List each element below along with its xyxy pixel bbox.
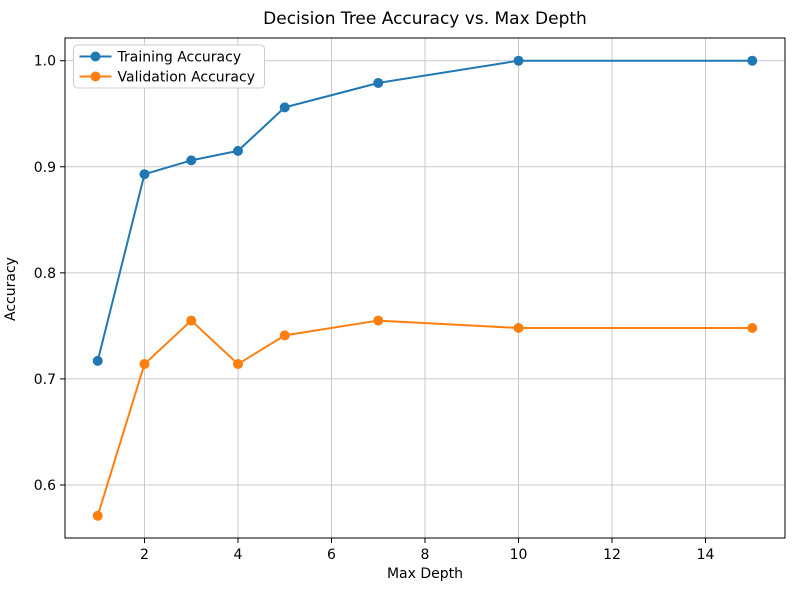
data-point-marker bbox=[139, 169, 150, 180]
y-tick-label: 0.7 bbox=[34, 372, 56, 388]
y-tick-label: 0.8 bbox=[34, 266, 56, 282]
x-axis-label: Max Depth bbox=[386, 566, 464, 582]
data-point-marker bbox=[513, 322, 524, 333]
y-axis-label: Accuracy bbox=[3, 257, 19, 321]
data-point-marker bbox=[92, 355, 103, 366]
x-tick-label: 2 bbox=[140, 547, 149, 563]
x-tick-label: 14 bbox=[697, 547, 715, 563]
legend-sample-marker bbox=[90, 51, 101, 62]
data-point-marker bbox=[139, 359, 150, 370]
y-tick-label: 1.0 bbox=[34, 54, 56, 70]
series-line-1 bbox=[96, 319, 753, 517]
legend-box bbox=[73, 44, 265, 89]
x-tick-label: 12 bbox=[603, 547, 621, 563]
data-point-marker bbox=[92, 510, 103, 521]
x-tick-label: 10 bbox=[510, 547, 528, 563]
data-point-marker bbox=[279, 102, 290, 113]
data-point-marker bbox=[747, 322, 758, 333]
data-point-marker bbox=[232, 145, 243, 156]
legend-sample-marker bbox=[90, 71, 101, 82]
data-point-marker bbox=[232, 359, 243, 370]
legend-label: Validation Accuracy bbox=[118, 70, 256, 86]
data-point-marker bbox=[513, 55, 524, 66]
data-point-marker bbox=[186, 155, 197, 166]
data-point-marker bbox=[279, 330, 290, 341]
series-line-0 bbox=[96, 59, 753, 362]
data-point-marker bbox=[747, 55, 758, 66]
x-tick-label: 6 bbox=[327, 547, 336, 563]
data-point-marker bbox=[373, 315, 384, 326]
legend-label: Training Accuracy bbox=[117, 50, 242, 66]
x-tick-label: 8 bbox=[421, 547, 430, 563]
y-tick-label: 0.6 bbox=[34, 478, 56, 494]
x-tick-label: 4 bbox=[234, 547, 243, 563]
data-point-marker bbox=[186, 315, 197, 326]
y-tick-label: 0.9 bbox=[34, 160, 56, 176]
data-point-marker bbox=[373, 77, 384, 88]
chart-title: Decision Tree Accuracy vs. Max Depth bbox=[263, 9, 587, 29]
